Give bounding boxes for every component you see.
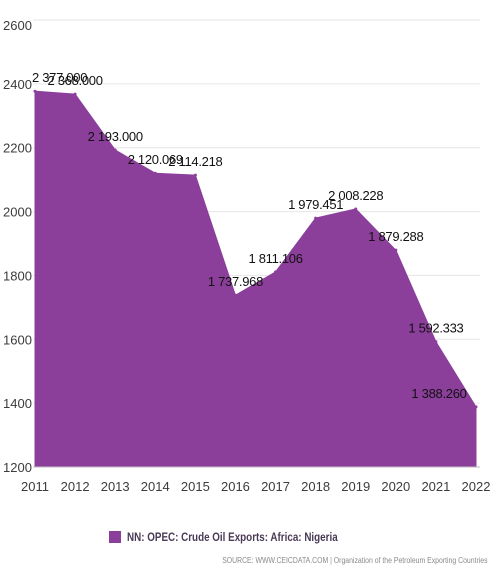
data-point xyxy=(474,405,478,409)
data-label: 1 979.451 xyxy=(288,197,343,212)
y-tick-label: 1800 xyxy=(3,268,32,283)
data-point xyxy=(113,148,117,152)
data-label: 2 008.228 xyxy=(328,188,383,203)
x-tick-label: 2017 xyxy=(261,479,290,494)
data-point xyxy=(274,270,278,274)
data-point xyxy=(73,92,77,96)
x-tick-label: 2016 xyxy=(221,479,250,494)
data-point xyxy=(314,216,318,220)
data-point xyxy=(233,293,237,297)
y-tick-label: 2000 xyxy=(3,205,32,220)
data-point xyxy=(193,173,197,177)
legend-label: NN: OPEC: Crude Oil Exports: Africa: Nig… xyxy=(126,530,338,544)
data-point xyxy=(394,248,398,252)
y-tick-label: 1200 xyxy=(3,460,32,475)
x-tick-label: 2015 xyxy=(181,479,210,494)
chart-area: 1200 1400 1600 1800 2000 2200 2400 2600 2011 2012… xyxy=(3,18,491,494)
data-point xyxy=(33,89,37,93)
y-tick-label: 2200 xyxy=(3,141,32,156)
area-chart: 1200 1400 1600 1800 2000 2200 2400 2600 2011 2012… xyxy=(3,18,491,494)
data-point xyxy=(153,171,157,175)
data-label: 1 879.288 xyxy=(368,229,423,244)
legend-swatch xyxy=(108,531,121,543)
x-tick-label: 2011 xyxy=(21,479,49,494)
data-point xyxy=(434,340,438,344)
data-label: 1 811.106 xyxy=(248,251,302,266)
x-tick-label: 2021 xyxy=(421,479,450,494)
x-tick-label: 2019 xyxy=(341,479,370,494)
x-tick-label: 2012 xyxy=(61,479,90,494)
y-tick-label: 2400 xyxy=(3,77,32,92)
data-label: 2 193.000 xyxy=(88,129,143,144)
y-tick-label: 1600 xyxy=(3,332,32,347)
data-label: 1 737.968 xyxy=(208,274,263,289)
legend: NN: OPEC: Crude Oil Exports: Africa: Nig… xyxy=(0,527,492,547)
y-tick-label: 2600 xyxy=(3,18,32,33)
x-tick-label: 2022 xyxy=(462,479,491,494)
data-label: 2 114.218 xyxy=(168,154,222,169)
data-label: 2 368.000 xyxy=(48,73,103,88)
data-label: 2 120.069 xyxy=(128,152,183,167)
x-tick-label: 2014 xyxy=(141,479,170,494)
data-label: 2 377.000 xyxy=(32,70,87,85)
y-tick-label: 1400 xyxy=(3,396,32,411)
x-tick-label: 2013 xyxy=(101,479,130,494)
source-note: SOURCE: WWW.CEICDATA.COM | Organization … xyxy=(222,556,488,565)
x-tick-label: 2020 xyxy=(381,479,410,494)
x-tick-label: 2018 xyxy=(301,479,330,494)
data-label: 1 592.333 xyxy=(408,321,463,336)
data-point xyxy=(354,207,358,211)
data-label: 1 388.260 xyxy=(411,386,466,401)
